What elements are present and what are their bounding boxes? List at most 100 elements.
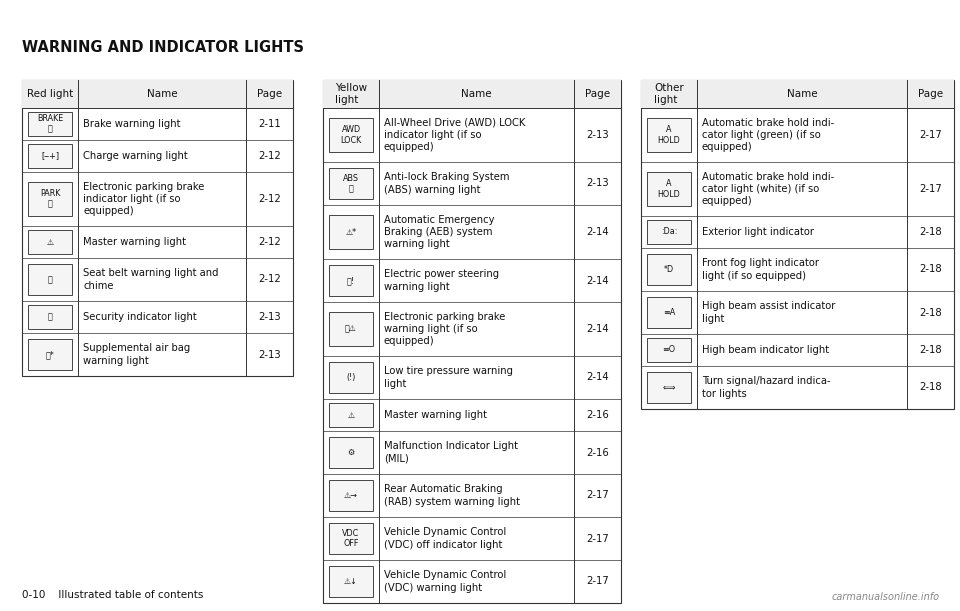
Text: Security indicator light: Security indicator light <box>83 312 197 322</box>
Text: 0-10    Illustrated table of contents: 0-10 Illustrated table of contents <box>22 590 204 600</box>
Text: Name: Name <box>147 89 178 99</box>
Text: :Da:: :Da: <box>660 227 677 236</box>
Text: AWD
LOCK: AWD LOCK <box>341 125 362 145</box>
Text: Automatic brake hold indi-
cator light (white) (if so
equipped): Automatic brake hold indi- cator light (… <box>702 172 834 207</box>
Text: 2-12: 2-12 <box>258 194 281 204</box>
Text: Ⓢ!: Ⓢ! <box>347 276 355 285</box>
Text: Front fog light indicator
light (if so equipped): Front fog light indicator light (if so e… <box>702 258 819 280</box>
Text: 2-13: 2-13 <box>587 130 609 140</box>
Text: 2-13: 2-13 <box>258 349 281 359</box>
Text: 2-16: 2-16 <box>587 410 609 420</box>
Bar <box>28 144 72 167</box>
Text: Page: Page <box>585 89 610 99</box>
Text: ⚠→: ⚠→ <box>344 491 358 500</box>
Bar <box>328 362 373 393</box>
Text: ⚠: ⚠ <box>348 411 354 420</box>
Bar <box>323 80 621 603</box>
Text: 2-14: 2-14 <box>587 276 609 285</box>
Text: Name: Name <box>461 89 492 99</box>
Text: ≡O: ≡O <box>662 345 676 354</box>
Bar <box>22 80 293 108</box>
Text: 2-17: 2-17 <box>587 533 609 544</box>
Bar <box>647 118 691 152</box>
Text: A
HOLD: A HOLD <box>658 125 681 145</box>
Text: (!): (!) <box>347 373 356 382</box>
Text: Low tire pressure warning
light: Low tire pressure warning light <box>384 367 513 389</box>
Bar <box>28 112 72 136</box>
Text: 2-11: 2-11 <box>258 119 281 129</box>
Bar <box>323 80 621 108</box>
Text: 2-12: 2-12 <box>258 237 281 247</box>
Bar <box>328 312 373 346</box>
Text: 2-13: 2-13 <box>587 178 609 189</box>
Bar <box>28 182 72 216</box>
Text: High beam assist indicator
light: High beam assist indicator light <box>702 301 835 324</box>
Text: Rear Automatic Braking
(RAB) system warning light: Rear Automatic Braking (RAB) system warn… <box>384 485 520 507</box>
Text: Vehicle Dynamic Control
(VDC) warning light: Vehicle Dynamic Control (VDC) warning li… <box>384 570 506 593</box>
Text: Turn signal/hazard indica-
tor lights: Turn signal/hazard indica- tor lights <box>702 376 830 399</box>
Bar <box>28 230 72 254</box>
Bar <box>647 221 691 244</box>
Text: Page: Page <box>257 89 282 99</box>
Text: 2-17: 2-17 <box>587 491 609 500</box>
Text: 2-14: 2-14 <box>587 227 609 237</box>
Text: 🚗: 🚗 <box>48 312 53 321</box>
Text: 👨*: 👨* <box>46 350 55 359</box>
Text: 🦸: 🦸 <box>48 275 53 284</box>
Text: Supplemental air bag
warning light: Supplemental air bag warning light <box>83 343 190 366</box>
Text: Ⓢ⚠: Ⓢ⚠ <box>345 324 357 334</box>
Bar <box>641 80 954 108</box>
Text: ⇐⇒: ⇐⇒ <box>662 383 676 392</box>
Bar <box>647 297 691 328</box>
Text: 2-18: 2-18 <box>919 227 942 237</box>
Text: Yellow
light: Yellow light <box>335 83 367 105</box>
Text: Anti-lock Braking System
(ABS) warning light: Anti-lock Braking System (ABS) warning l… <box>384 172 510 195</box>
Bar <box>328 566 373 597</box>
Text: ≡A: ≡A <box>662 308 675 317</box>
Text: 2-13: 2-13 <box>258 312 281 322</box>
Text: carmanualsonline.info: carmanualsonline.info <box>832 592 940 602</box>
Text: Master warning light: Master warning light <box>83 237 186 247</box>
Text: VDC
OFF: VDC OFF <box>343 529 360 548</box>
Text: BRAKE
ⓘ: BRAKE ⓘ <box>36 114 63 134</box>
Text: Name: Name <box>786 89 817 99</box>
Text: All-Wheel Drive (AWD) LOCK
indicator light (if so
equipped): All-Wheel Drive (AWD) LOCK indicator lig… <box>384 117 525 152</box>
Text: ⚠↓: ⚠↓ <box>344 577 358 586</box>
Text: ABS
Ⓟ: ABS Ⓟ <box>343 174 359 193</box>
Text: 2-14: 2-14 <box>587 324 609 334</box>
Text: Charge warning light: Charge warning light <box>83 151 188 161</box>
Text: 2-18: 2-18 <box>919 345 942 355</box>
Text: 2-18: 2-18 <box>919 307 942 318</box>
Text: Exterior light indicator: Exterior light indicator <box>702 227 814 237</box>
Bar <box>328 437 373 468</box>
Text: Automatic Emergency
Braking (AEB) system
warning light: Automatic Emergency Braking (AEB) system… <box>384 214 494 249</box>
Bar <box>328 118 373 152</box>
Text: 2-12: 2-12 <box>258 151 281 161</box>
Text: 2-14: 2-14 <box>587 373 609 382</box>
Text: Brake warning light: Brake warning light <box>83 119 180 129</box>
Text: ⚠*: ⚠* <box>346 227 356 236</box>
Text: Master warning light: Master warning light <box>384 410 487 420</box>
Text: Electronic parking brake
indicator light (if so
equipped): Electronic parking brake indicator light… <box>83 181 204 216</box>
Text: WARNING AND INDICATOR LIGHTS: WARNING AND INDICATOR LIGHTS <box>22 40 304 54</box>
Bar <box>647 254 691 285</box>
Bar <box>328 265 373 296</box>
Text: Malfunction Indicator Light
(MIL): Malfunction Indicator Light (MIL) <box>384 441 518 464</box>
Text: Seat belt warning light and
chime: Seat belt warning light and chime <box>83 268 219 291</box>
Bar <box>28 339 72 370</box>
Text: Page: Page <box>918 89 943 99</box>
Bar <box>22 80 293 376</box>
Bar <box>28 264 72 295</box>
Text: Red light: Red light <box>27 89 73 99</box>
Text: 2-16: 2-16 <box>587 447 609 458</box>
Text: High beam indicator light: High beam indicator light <box>702 345 829 355</box>
Text: *D: *D <box>664 265 674 274</box>
Bar <box>647 172 691 206</box>
Bar <box>647 338 691 362</box>
Text: 2-17: 2-17 <box>919 184 942 194</box>
Text: 2-12: 2-12 <box>258 274 281 285</box>
Text: 2-17: 2-17 <box>919 130 942 140</box>
Text: ⚠: ⚠ <box>46 238 54 246</box>
Text: Electronic parking brake
warning light (if so
equipped): Electronic parking brake warning light (… <box>384 312 505 346</box>
Bar <box>28 306 72 329</box>
